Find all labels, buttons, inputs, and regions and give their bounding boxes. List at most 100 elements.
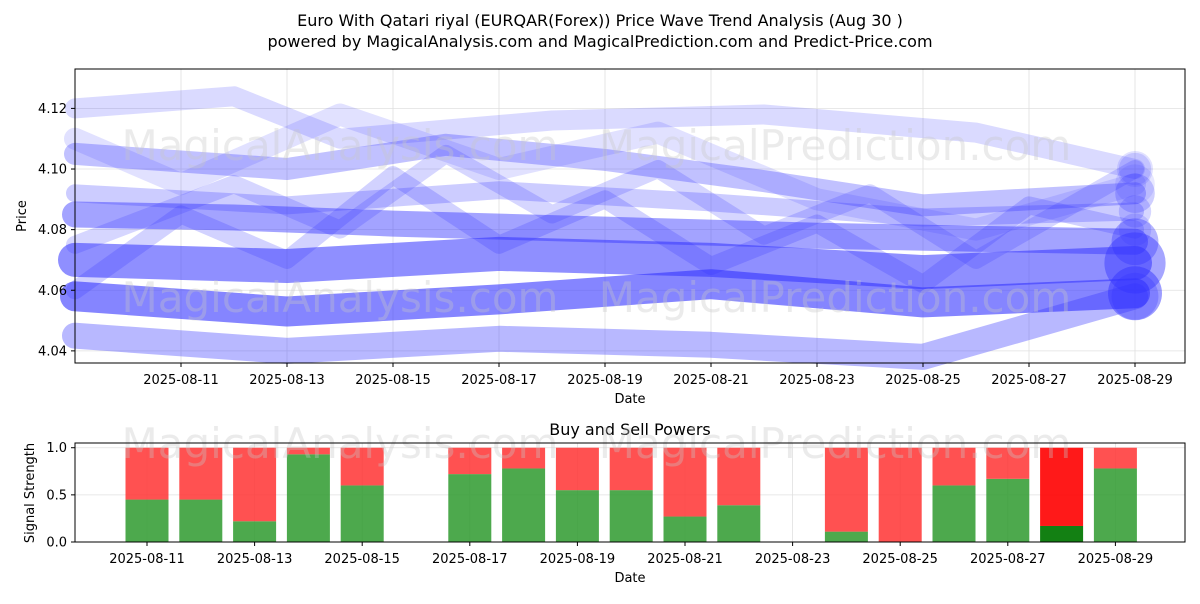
price-wave-endpoint <box>1118 152 1152 186</box>
bottom-chart-title: Buy and Sell Powers <box>549 420 711 439</box>
watermark-mid-right: MagicalPrediction.com <box>599 273 1072 322</box>
price-x-tick-label: 2025-08-25 <box>885 373 961 388</box>
sell-bar <box>502 447 546 469</box>
sell-bar <box>448 447 492 475</box>
signal-x-tick-label: 2025-08-17 <box>432 552 508 567</box>
price-wave-line <box>64 133 1146 217</box>
price-x-tick-label: 2025-08-23 <box>779 373 855 388</box>
price-wave-endpoint <box>1118 213 1152 246</box>
buy-bar <box>448 474 492 542</box>
signal-plot-frame <box>74 442 1186 543</box>
price-x-axis-label: Date <box>614 392 645 407</box>
watermark-top-right: MagicalPrediction.com <box>599 121 1072 170</box>
price-wave-endpoint <box>1111 272 1159 320</box>
sell-bar <box>932 447 976 486</box>
price-y-tick-label: 4.04 <box>38 344 67 359</box>
signal-x-tick-label: 2025-08-27 <box>970 552 1046 567</box>
signal-x-tick-label: 2025-08-23 <box>755 552 831 567</box>
signal-x-tick-label: 2025-08-19 <box>540 552 616 567</box>
chart-title: Euro With Qatari riyal (EURQAR(Forex)) P… <box>297 11 903 30</box>
buy-bar <box>609 490 653 542</box>
price-plot-frame <box>74 68 1186 364</box>
chart-subtitle: powered by MagicalAnalysis.com and Magic… <box>267 32 932 51</box>
price-wave-endpoint <box>1104 232 1166 294</box>
signal-y-tick-label: 0.0 <box>46 536 67 551</box>
signal-y-tick-label: 0.5 <box>46 488 67 503</box>
buy-bar <box>717 505 761 542</box>
buy-bar <box>286 454 330 542</box>
price-wave-line <box>62 201 1148 255</box>
price-wave-line <box>58 236 1152 290</box>
buy-bar <box>233 521 277 542</box>
buy-bar <box>1093 468 1137 542</box>
price-wave-endpoint <box>1118 195 1152 228</box>
sell-bar <box>179 447 223 500</box>
buy-sell-powers-chart: Buy and Sell Powers MagicalAnalysis.com … <box>23 419 1186 586</box>
sell-bar <box>986 447 1030 479</box>
price-x-tick-label: 2025-08-29 <box>1097 373 1173 388</box>
signal-x-tick-label: 2025-08-15 <box>324 552 400 567</box>
price-wave-endpoint <box>1117 151 1153 188</box>
buy-bar <box>932 485 976 542</box>
sell-bar <box>233 447 277 522</box>
price-x-tick-label: 2025-08-13 <box>249 373 325 388</box>
price-y-tick-label: 4.06 <box>38 284 67 299</box>
price-wave-line <box>66 166 1144 300</box>
price-x-tick-label: 2025-08-17 <box>461 373 537 388</box>
sell-bar <box>878 447 922 542</box>
buy-bar <box>824 531 868 542</box>
sell-bar <box>340 447 384 486</box>
price-wave-chart: MagicalAnalysis.com MagicalPrediction.co… <box>15 68 1186 407</box>
price-wave-line <box>66 144 1144 269</box>
price-y-tick-label: 4.10 <box>38 163 67 178</box>
price-y-tick-label: 4.08 <box>38 223 67 238</box>
buy-bar <box>986 478 1030 542</box>
price-y-ticks: 4.04 4.06 4.08 4.10 4.12 <box>38 102 75 359</box>
signal-x-tick-label: 2025-08-21 <box>647 552 723 567</box>
sell-bar <box>717 447 761 506</box>
signal-x-ticks: 2025-08-11 2025-08-13 2025-08-15 2025-08-17… <box>109 542 1153 567</box>
buy-bar <box>340 485 384 542</box>
price-wave-line <box>62 283 1148 370</box>
price-x-tick-label: 2025-08-27 <box>991 373 1067 388</box>
signal-y-axis-label: Signal Strength <box>23 443 38 543</box>
price-wave-line <box>64 103 1146 241</box>
price-grid <box>75 69 1185 363</box>
signal-x-tick-label: 2025-08-11 <box>109 552 185 567</box>
price-wave-line <box>60 269 1150 327</box>
sell-bar <box>609 447 653 491</box>
price-wave-endpoint <box>1108 266 1162 321</box>
price-wave-line <box>66 181 1144 227</box>
sell-bar <box>286 447 330 455</box>
signal-x-tick-label: 2025-08-29 <box>1078 552 1154 567</box>
buy-bar <box>125 499 169 542</box>
signal-bars <box>125 447 1137 542</box>
signal-x-tick-label: 2025-08-13 <box>217 552 293 567</box>
price-waves <box>58 86 1166 370</box>
sell-bar <box>555 447 599 491</box>
signal-y-tick-label: 1.0 <box>46 441 67 456</box>
price-x-ticks: 2025-08-11 2025-08-13 2025-08-15 2025-08-17… <box>143 363 1173 388</box>
buy-bar <box>502 468 546 542</box>
sell-bar <box>1093 447 1137 469</box>
price-x-tick-label: 2025-08-21 <box>673 373 749 388</box>
price-wave-endpoint <box>1115 164 1155 204</box>
price-wave-line <box>65 86 1145 179</box>
sell-bar <box>663 447 707 517</box>
buy-bar <box>663 516 707 542</box>
price-y-tick-label: 4.12 <box>38 102 67 117</box>
buy-bar <box>1040 525 1084 542</box>
price-x-tick-label: 2025-08-19 <box>567 373 643 388</box>
price-wave-endpoint <box>1111 218 1159 266</box>
sell-bar <box>125 447 169 500</box>
price-y-axis-label: Price <box>15 200 30 232</box>
watermark-top-left: MagicalAnalysis.com <box>122 121 559 170</box>
signal-x-tick-label: 2025-08-25 <box>862 552 938 567</box>
buy-bar <box>555 490 599 542</box>
price-wave-endpoint <box>1115 173 1155 214</box>
price-x-tick-label: 2025-08-11 <box>143 373 219 388</box>
signal-x-axis-label: Date <box>614 571 645 586</box>
sell-bar <box>1040 447 1084 526</box>
watermark-mid-left: MagicalAnalysis.com <box>122 273 559 322</box>
